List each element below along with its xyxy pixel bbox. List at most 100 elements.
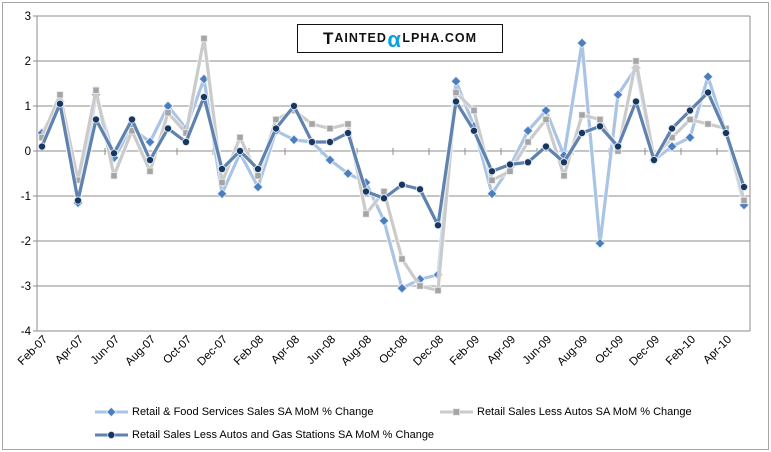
y-tick-label: 0 xyxy=(25,146,31,158)
data-point-square xyxy=(470,106,478,115)
data-point-diamond xyxy=(576,37,588,49)
data-point-circle xyxy=(145,155,155,165)
x-tick-label: Aug-08 xyxy=(339,334,374,369)
data-point-square xyxy=(146,167,154,175)
data-point-diamond xyxy=(612,89,624,101)
data-point-diamond xyxy=(522,125,534,137)
data-point-circle xyxy=(217,164,227,174)
data-point-square xyxy=(740,196,748,205)
data-point-circle xyxy=(343,128,353,138)
x-axis-labels: Feb-07 Apr-07 Jun-07 Aug-07 Oct-07 Dec-07 Feb-… xyxy=(16,334,734,369)
x-tick-label: Dec-09 xyxy=(627,334,662,369)
logo-text-t: T xyxy=(322,29,335,48)
data-point-circle xyxy=(613,142,623,151)
x-tick-label: Dec-08 xyxy=(411,334,446,369)
data-point-square xyxy=(308,120,316,128)
series-markers-circle xyxy=(37,88,749,230)
data-point-square xyxy=(506,167,514,175)
data-point-square xyxy=(362,210,370,218)
data-point-square xyxy=(560,172,568,180)
series-diamond xyxy=(36,37,750,294)
data-point-circle xyxy=(577,128,587,138)
data-point-diamond xyxy=(396,282,408,294)
legend-item-less-autos-gas: Retail Sales Less Autos and Gas Stations… xyxy=(95,428,434,442)
y-axis-labels: 3 2 1 0 -1 -2 -3 -4 xyxy=(21,11,32,338)
chart-gridlines xyxy=(36,15,751,332)
data-point-circle xyxy=(631,97,641,106)
data-point-diamond xyxy=(252,181,264,193)
data-point-circle xyxy=(559,158,569,167)
x-tick-label: Jun-09 xyxy=(521,334,554,367)
x-tick-label: Feb-10 xyxy=(664,334,698,368)
data-point-square xyxy=(542,115,550,124)
x-tick-label: Apr-10 xyxy=(701,334,734,367)
data-point-square xyxy=(164,109,172,117)
data-point-circle xyxy=(397,180,407,189)
data-point-circle xyxy=(91,115,101,124)
data-point-circle xyxy=(109,149,119,158)
x-tick-label: Feb-08 xyxy=(232,334,266,368)
y-tick-label: -3 xyxy=(21,281,31,293)
data-point-diamond xyxy=(324,154,336,166)
series-circle xyxy=(37,88,749,230)
data-point-square xyxy=(434,286,442,295)
data-point-square xyxy=(524,138,532,146)
data-point-square xyxy=(596,115,604,124)
x-tick-label: Dec-07 xyxy=(195,334,230,369)
data-point-diamond xyxy=(216,188,228,200)
data-point-circle xyxy=(253,164,263,174)
x-tick-label: Oct-07 xyxy=(161,334,194,367)
data-point-diamond xyxy=(450,75,462,87)
data-point-circle xyxy=(595,122,605,131)
data-point-circle xyxy=(667,124,677,133)
data-point-diamond xyxy=(702,71,714,83)
legend-key-square-icon xyxy=(440,408,473,416)
data-point-circle xyxy=(55,99,65,108)
y-tick-label: -4 xyxy=(21,326,32,338)
data-point-square xyxy=(452,88,460,97)
x-tick-label: Aug-07 xyxy=(123,334,158,369)
data-point-circle xyxy=(721,128,731,138)
data-point-circle xyxy=(685,106,695,115)
legend-item-retail-food-services: Retail & Food Services Sales SA MoM % Ch… xyxy=(95,405,374,419)
data-point-square xyxy=(110,172,118,180)
data-point-circle xyxy=(703,88,713,97)
site-logo: T AINTED α LPHA.COM xyxy=(297,24,503,53)
x-tick-label: Oct-09 xyxy=(593,334,626,367)
x-tick-label: Aug-09 xyxy=(555,334,590,369)
data-point-diamond xyxy=(288,134,300,146)
y-tick-label: 1 xyxy=(25,101,31,113)
data-point-circle xyxy=(505,160,515,169)
x-tick-label: Feb-07 xyxy=(16,334,50,368)
data-point-circle xyxy=(235,146,245,156)
data-point-diamond xyxy=(540,105,552,116)
data-point-circle xyxy=(379,194,389,203)
data-point-diamond xyxy=(378,215,390,227)
legend-label: Retail & Food Services Sales SA MoM % Ch… xyxy=(132,406,374,418)
logo-text-lpha-com: LPHA.COM xyxy=(402,31,478,46)
data-point-circle xyxy=(487,167,497,176)
data-point-diamond xyxy=(144,136,156,148)
data-point-circle xyxy=(469,126,479,135)
data-point-circle xyxy=(325,137,335,147)
data-point-square xyxy=(200,34,208,43)
data-point-circle xyxy=(271,124,281,133)
data-point-diamond xyxy=(594,237,606,249)
data-point-square xyxy=(398,255,406,263)
data-point-circle xyxy=(649,155,659,165)
data-point-square xyxy=(704,120,712,128)
data-point-circle xyxy=(163,124,173,133)
legend-item-less-autos: Retail Sales Less Autos SA MoM % Change xyxy=(440,405,692,419)
data-point-square xyxy=(272,115,280,124)
data-point-square xyxy=(56,91,64,99)
x-tick-label: Jun-08 xyxy=(305,334,338,367)
data-point-square xyxy=(254,172,262,180)
data-point-circle xyxy=(361,187,371,196)
data-point-circle xyxy=(451,97,461,106)
data-point-diamond xyxy=(342,168,354,179)
y-tick-label: 3 xyxy=(25,11,31,23)
series-line xyxy=(40,90,746,227)
x-tick-label: Oct-08 xyxy=(377,334,410,367)
data-point-square xyxy=(416,282,424,290)
